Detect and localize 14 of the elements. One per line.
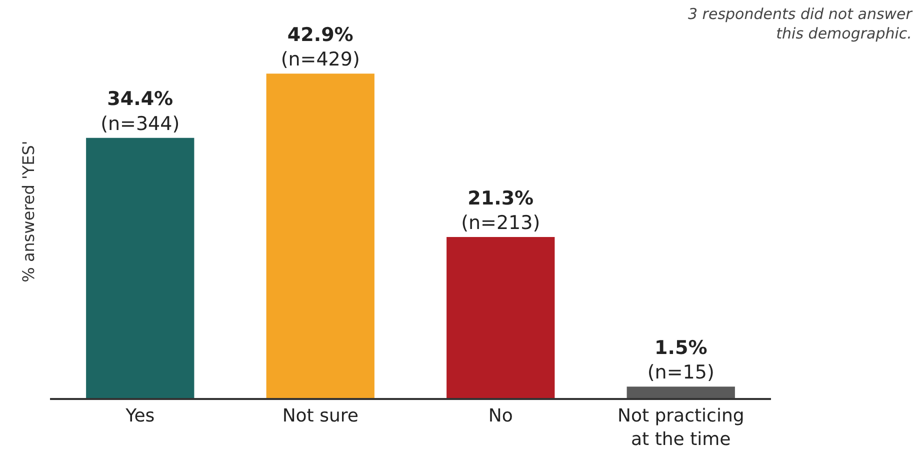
bar [626,386,735,398]
data-label: 21.3% (n=213) [461,187,540,234]
bar [266,74,374,398]
x-tick-label: Not sure [282,405,358,426]
bar [446,236,555,398]
x-tick-label: Yes [124,405,155,426]
text: 3 respondents did not answer this demographic. [688,5,913,42]
x-tick-label: No [488,405,513,426]
bar [86,138,194,398]
y-axis-title: % answered 'YES' [18,140,38,282]
x-tick-label: Not practicing at the time [617,405,744,450]
data-label: 34.4% (n=344) [100,88,180,135]
data-label: 42.9% (n=429) [280,24,360,71]
data-label: 1.5% (n=15) [647,336,714,384]
